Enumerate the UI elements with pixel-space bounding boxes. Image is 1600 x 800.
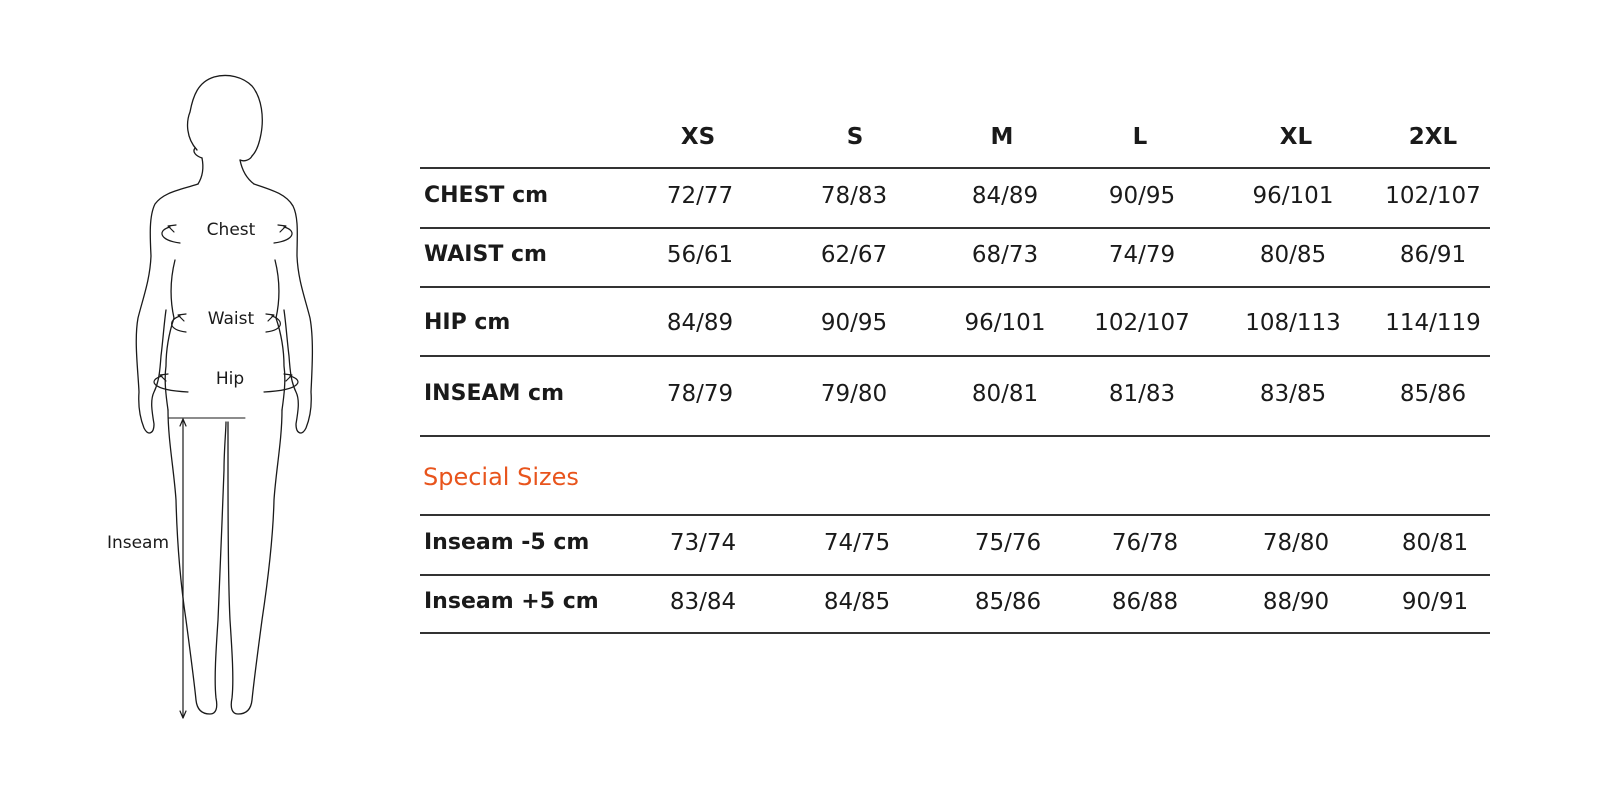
table-cell: 86/91 — [1399, 242, 1467, 268]
table-divider — [420, 167, 1490, 169]
body-measurement-figure: Chest Waist Hip Inseam — [0, 0, 400, 800]
size-header-xs: XS — [680, 124, 716, 150]
table-cell: 56/61 — [666, 242, 734, 268]
table-cell: 85/86 — [974, 589, 1042, 615]
table-divider — [420, 574, 1490, 576]
table-cell: 75/76 — [974, 530, 1042, 556]
table-divider — [420, 632, 1490, 634]
table-cell: 90/91 — [1401, 589, 1469, 615]
table-cell: 84/89 — [666, 310, 734, 336]
table-divider — [420, 514, 1490, 516]
waist-measure-label: Waist — [208, 309, 255, 329]
row-label-inseam: INSEAM cm — [424, 381, 565, 406]
table-divider — [420, 286, 1490, 288]
table-cell: 84/85 — [823, 589, 891, 615]
table-cell: 86/88 — [1111, 589, 1179, 615]
size-header-s: S — [846, 124, 864, 150]
size-header-l: L — [1132, 124, 1148, 150]
table-divider — [420, 355, 1490, 357]
inseam-measure-label: Inseam — [107, 533, 169, 553]
table-cell: 85/86 — [1399, 381, 1467, 407]
table-cell: 72/77 — [666, 183, 734, 209]
row-label-waist: WAIST cm — [424, 242, 547, 267]
table-divider — [420, 435, 1490, 437]
table-cell: 68/73 — [971, 242, 1039, 268]
table-cell: 83/85 — [1259, 381, 1327, 407]
table-cell: 83/84 — [669, 589, 737, 615]
hip-measure-label: Hip — [216, 369, 244, 389]
table-cell: 90/95 — [1108, 183, 1176, 209]
table-divider — [420, 227, 1490, 229]
table-cell: 80/81 — [971, 381, 1039, 407]
table-cell: 74/79 — [1108, 242, 1176, 268]
table-cell: 79/80 — [820, 381, 888, 407]
row-label-inseam-plus-5: Inseam +5 cm — [424, 589, 599, 614]
table-cell: 74/75 — [823, 530, 891, 556]
body-outline-illustration: Chest Waist Hip Inseam — [107, 74, 314, 719]
table-cell: 73/74 — [669, 530, 737, 556]
size-header-2xl: 2XL — [1408, 124, 1458, 150]
table-cell: 78/83 — [820, 183, 888, 209]
size-header-m: M — [990, 124, 1014, 150]
table-cell: 108/113 — [1245, 310, 1341, 336]
table-cell: 102/107 — [1385, 183, 1481, 209]
table-cell: 96/101 — [1252, 183, 1334, 209]
table-cell: 114/119 — [1385, 310, 1481, 336]
table-cell: 80/85 — [1259, 242, 1327, 268]
table-cell: 81/83 — [1108, 381, 1176, 407]
table-cell: 80/81 — [1401, 530, 1469, 556]
table-cell: 90/95 — [820, 310, 888, 336]
chest-measure-label: Chest — [207, 220, 256, 240]
size-header-xl: XL — [1279, 124, 1313, 150]
table-cell: 76/78 — [1111, 530, 1179, 556]
table-cell: 62/67 — [820, 242, 888, 268]
table-cell: 78/80 — [1262, 530, 1330, 556]
table-cell: 102/107 — [1094, 310, 1190, 336]
table-cell: 84/89 — [971, 183, 1039, 209]
row-label-hip: HIP cm — [424, 310, 511, 335]
table-cell: 88/90 — [1262, 589, 1330, 615]
special-sizes-title: Special Sizes — [423, 463, 579, 491]
row-label-chest: CHEST cm — [424, 183, 549, 208]
table-cell: 78/79 — [666, 381, 734, 407]
table-cell: 96/101 — [964, 310, 1046, 336]
row-label-inseam-minus-5: Inseam -5 cm — [424, 530, 590, 555]
